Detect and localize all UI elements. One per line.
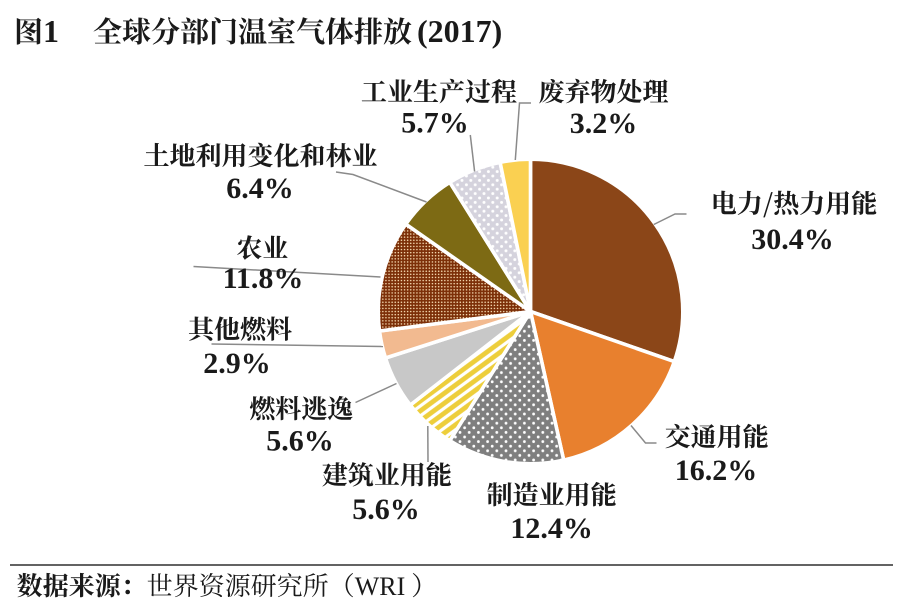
svg-text:1: 1: [43, 13, 59, 49]
svg-text:6.4%: 6.4%: [226, 172, 294, 205]
svg-text:12.4%: 12.4%: [510, 512, 593, 545]
svg-text:30.4%: 30.4%: [751, 223, 834, 256]
svg-text:11.8%: 11.8%: [223, 262, 304, 295]
svg-text:3.2%: 3.2%: [570, 107, 638, 140]
svg-text:5.7%: 5.7%: [401, 107, 469, 140]
svg-text:5.6%: 5.6%: [266, 425, 334, 458]
svg-text:2.9%: 2.9%: [203, 347, 271, 380]
svg-text:5.6%: 5.6%: [352, 493, 420, 526]
svg-text:16.2%: 16.2%: [675, 454, 758, 487]
svg-text:(2017): (2017): [417, 13, 502, 49]
svg-text:WRI: WRI: [355, 572, 406, 601]
